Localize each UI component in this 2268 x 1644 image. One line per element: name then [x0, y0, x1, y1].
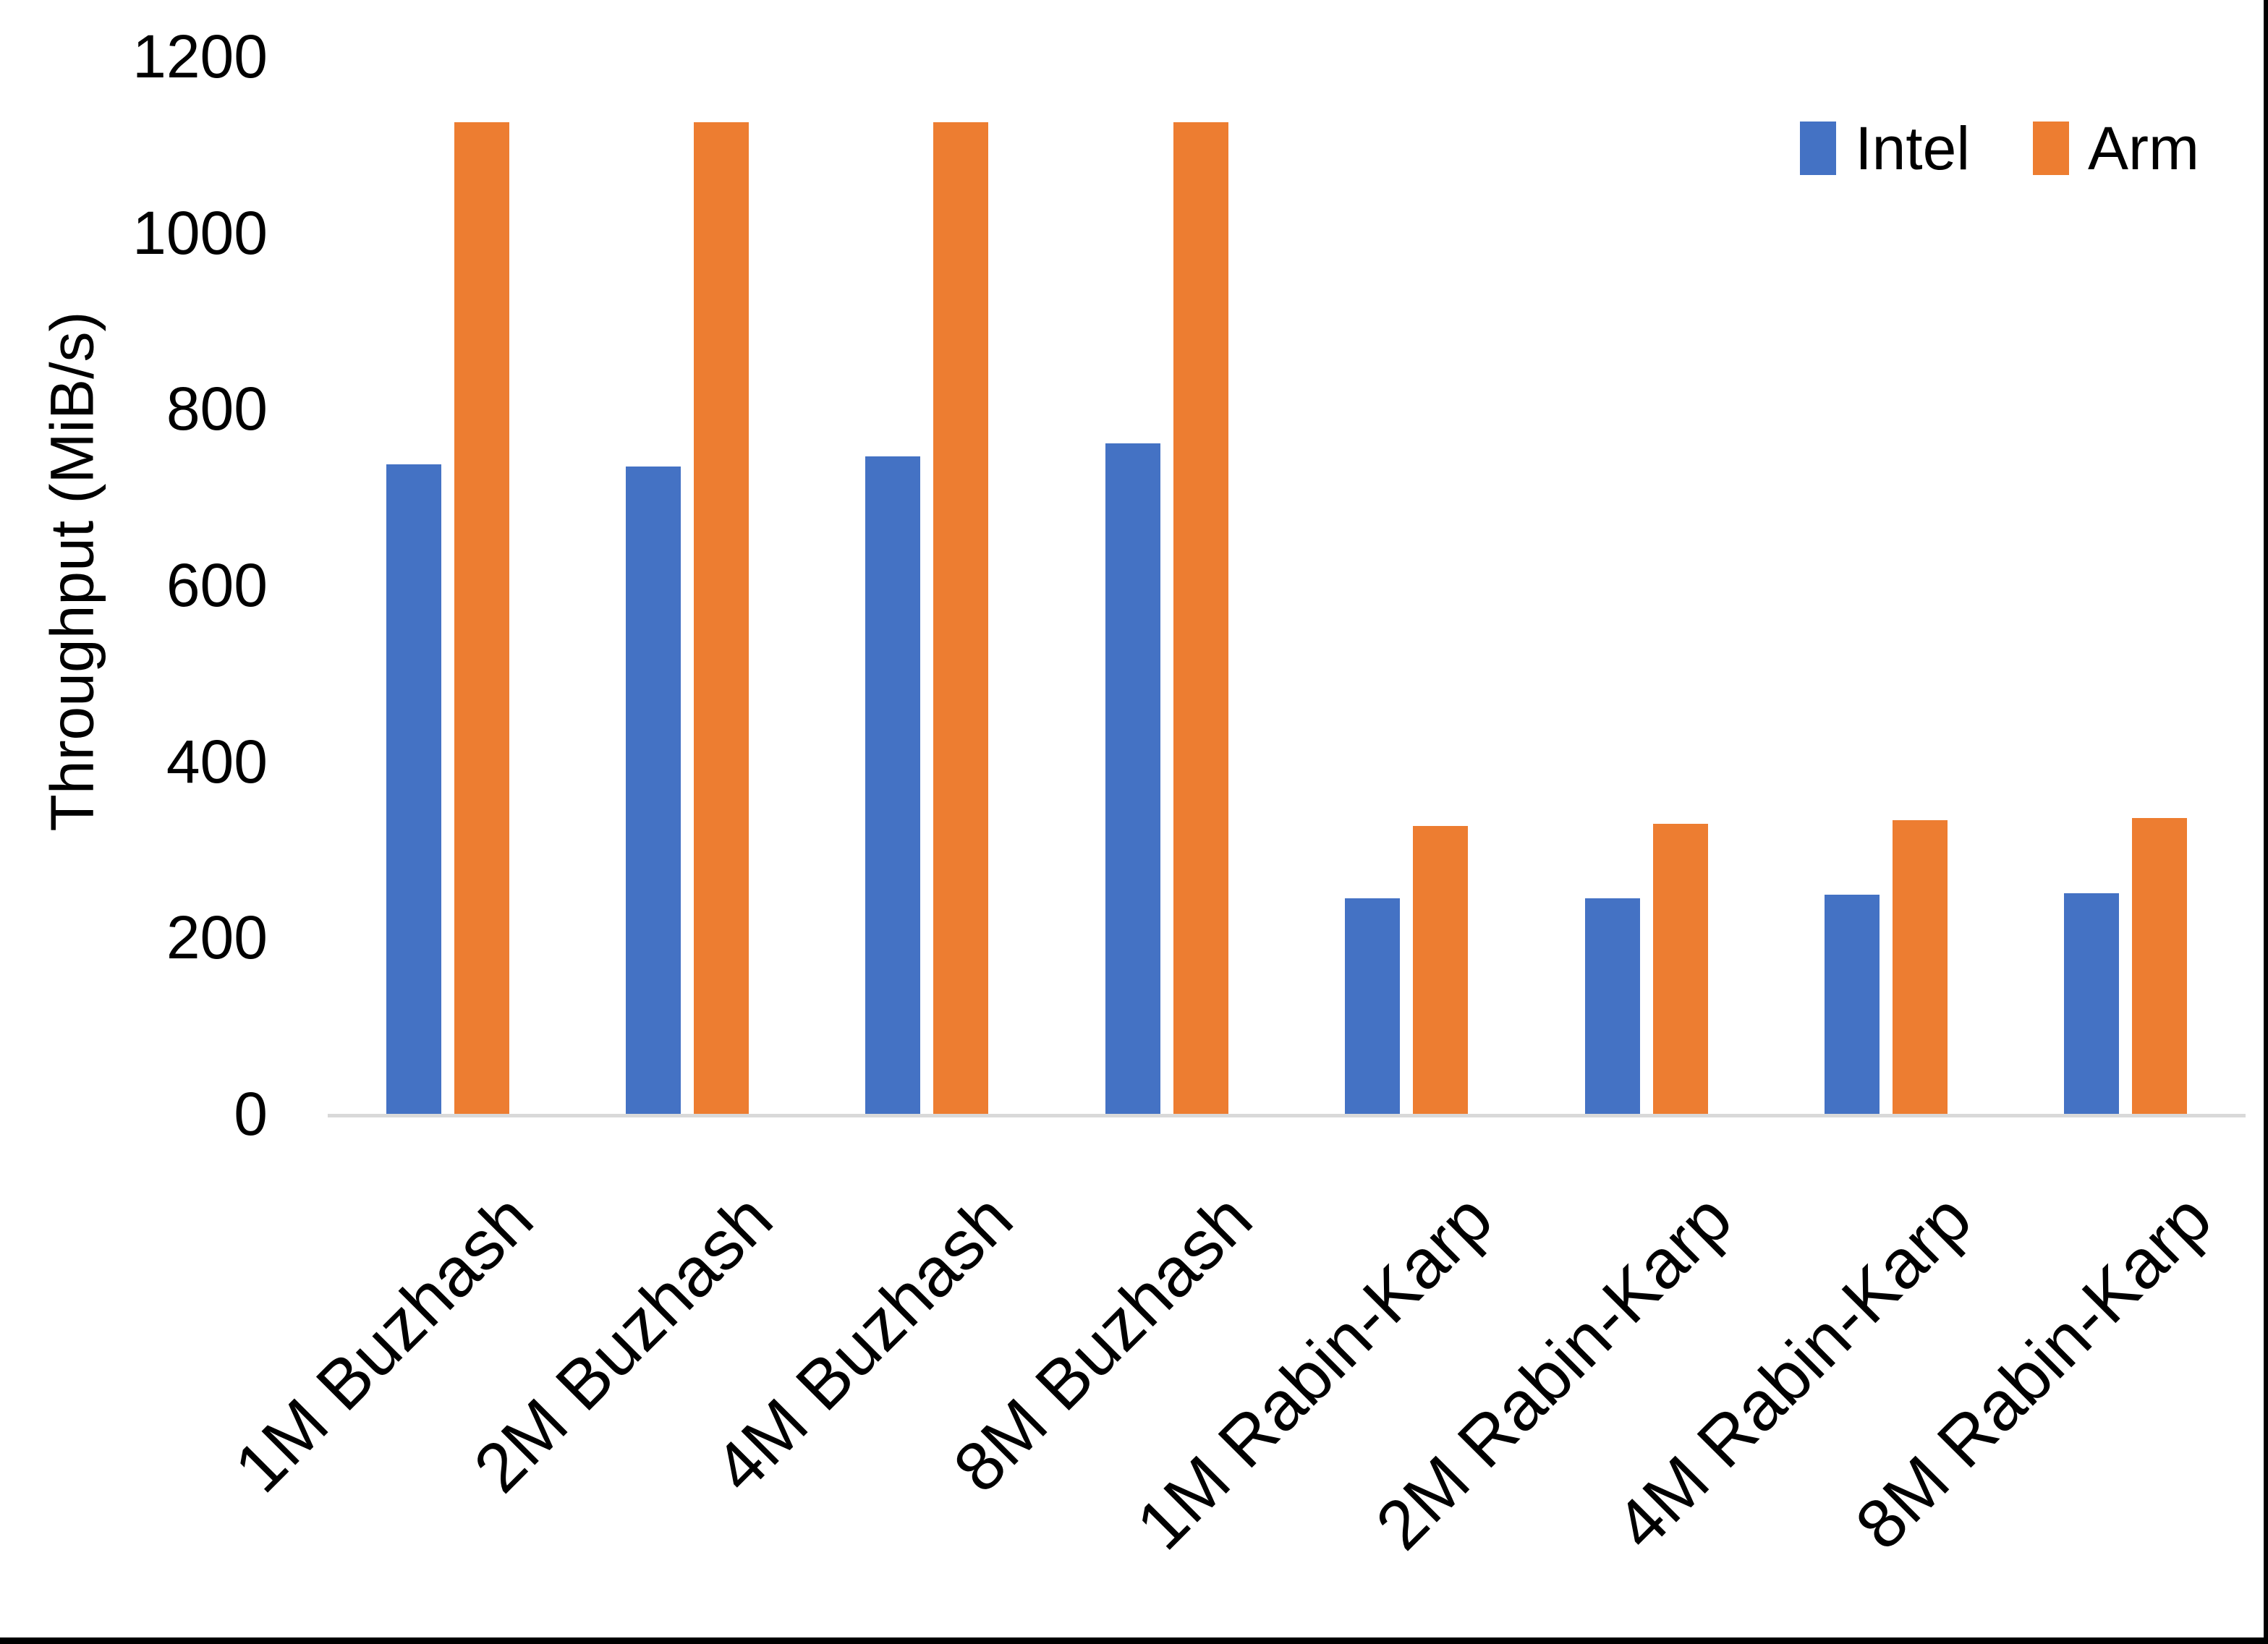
bar-arm-2m-rabin-karp — [1652, 824, 1708, 1114]
bar-arm-1m-rabin-karp — [1413, 825, 1469, 1114]
bar-arm-8m-rabin-karp — [2132, 817, 2188, 1114]
arm-legend-label: Arm — [2088, 114, 2199, 182]
bar-arm-1m-buzhash — [454, 122, 509, 1114]
bar-intel-1m-rabin-karp — [1345, 898, 1401, 1114]
bar-intel-8m-buzhash — [1105, 443, 1160, 1114]
y-tick-label-0: 0 — [234, 1080, 268, 1148]
bar-intel-2m-buzhash — [626, 466, 681, 1114]
bar-arm-2m-buzhash — [694, 122, 749, 1114]
screenshot-border-bottom — [0, 1637, 2268, 1644]
bar-arm-4m-rabin-karp — [1892, 820, 1948, 1114]
bar-intel-8m-rabin-karp — [2064, 893, 2120, 1114]
arm-legend-swatch — [2033, 122, 2070, 175]
bar-arm-4m-buzhash — [933, 122, 989, 1114]
y-tick-label-1000: 1000 — [132, 198, 268, 267]
y-tick-label-200: 200 — [166, 903, 268, 972]
y-tick-label-600: 600 — [166, 551, 268, 619]
legend-item-intel: Intel — [1800, 114, 1970, 184]
legend-item-arm: Arm — [2033, 114, 2199, 184]
bar-intel-4m-buzhash — [865, 456, 921, 1114]
bar-intel-4m-rabin-karp — [1824, 894, 1880, 1114]
x-axis-line — [328, 1114, 2246, 1117]
legend: Intel Arm — [1800, 114, 2199, 182]
bar-arm-8m-buzhash — [1173, 122, 1228, 1114]
bar-intel-2m-rabin-karp — [1584, 898, 1640, 1114]
y-tick-label-800: 800 — [166, 375, 268, 443]
y-tick-label-400: 400 — [166, 727, 268, 796]
intel-legend-swatch — [1800, 122, 1837, 175]
screenshot-border-right — [2264, 0, 2268, 1644]
bar-intel-1m-buzhash — [386, 464, 441, 1114]
intel-legend-label: Intel — [1855, 114, 1971, 182]
y-tick-label-1200: 1200 — [132, 22, 268, 90]
